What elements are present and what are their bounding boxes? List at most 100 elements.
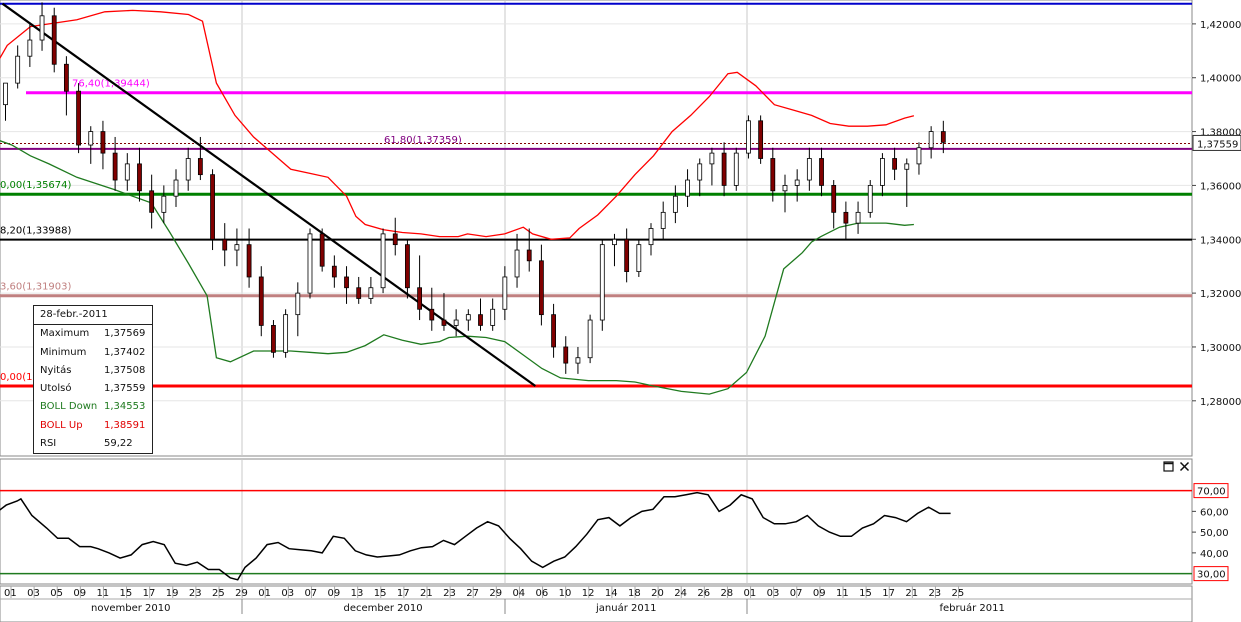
date-tick-label: 29 bbox=[235, 588, 248, 599]
candle-body bbox=[15, 55, 21, 84]
date-tick-label: 26 bbox=[697, 588, 710, 599]
fib-level-label: 61,80(1,37359) bbox=[384, 135, 462, 146]
month-label: február 2011 bbox=[940, 602, 1005, 614]
candle bbox=[685, 169, 690, 207]
candle bbox=[782, 174, 788, 213]
date-tick-label: 18 bbox=[628, 588, 641, 599]
candle bbox=[478, 298, 483, 331]
candle-body bbox=[441, 319, 447, 326]
candle bbox=[51, 7, 57, 73]
close-icon[interactable] bbox=[1179, 461, 1190, 472]
date-tick-label: 17 bbox=[397, 588, 410, 599]
candle-body bbox=[63, 63, 69, 92]
candle bbox=[15, 45, 21, 89]
candle-body bbox=[746, 120, 751, 154]
date-tick-label: 24 bbox=[674, 588, 687, 599]
maximize-icon[interactable] bbox=[1163, 461, 1174, 472]
candle-body bbox=[197, 158, 203, 176]
info-key: BOLL Down bbox=[40, 401, 98, 413]
candle bbox=[624, 228, 630, 283]
candle bbox=[709, 147, 715, 186]
candle-body bbox=[770, 158, 776, 192]
month-label: január 2011 bbox=[595, 602, 656, 614]
candle bbox=[672, 185, 678, 224]
candle-body bbox=[173, 179, 179, 197]
candle-body bbox=[307, 233, 313, 294]
bollinger-lower-line bbox=[0, 140, 914, 395]
month-label: november 2010 bbox=[91, 603, 171, 614]
candle-body bbox=[551, 314, 556, 348]
candle-body bbox=[758, 120, 764, 159]
date-tick-label: 04 bbox=[512, 588, 525, 599]
candle bbox=[746, 115, 751, 159]
trendline bbox=[1, 2, 537, 387]
fib-level-label: 8,20(1,33988) bbox=[0, 226, 72, 237]
date-tick-label: 15 bbox=[374, 588, 387, 599]
candle-body bbox=[880, 158, 885, 186]
date-tick-label: 12 bbox=[582, 588, 595, 599]
candle bbox=[806, 147, 812, 191]
date-axis-panel bbox=[0, 585, 1193, 622]
candle-body bbox=[149, 190, 155, 213]
candle bbox=[831, 180, 837, 229]
info-value: 1,34553 bbox=[104, 401, 146, 413]
date-tick-label: 29 bbox=[489, 588, 502, 599]
candle-body bbox=[538, 260, 544, 316]
candle-body bbox=[283, 314, 289, 353]
date-tick-label: 17 bbox=[143, 588, 156, 599]
candle-body bbox=[916, 147, 922, 165]
candle-body bbox=[612, 238, 617, 246]
info-key: BOLL Up bbox=[40, 419, 83, 431]
candle-body bbox=[575, 357, 581, 364]
price-tick-label: 1,36000 bbox=[1200, 181, 1241, 192]
candle bbox=[344, 266, 349, 304]
info-date: 28-febr.-2011 bbox=[34, 306, 152, 326]
candle-body bbox=[709, 152, 715, 165]
candle-body bbox=[806, 158, 812, 181]
candle bbox=[392, 217, 398, 256]
candle bbox=[222, 223, 228, 267]
candle-body bbox=[478, 314, 483, 326]
candle bbox=[490, 298, 496, 331]
candle-body bbox=[892, 158, 898, 170]
candle bbox=[599, 239, 605, 331]
candle-body bbox=[161, 195, 167, 213]
candle-body bbox=[344, 276, 349, 289]
candle bbox=[307, 228, 313, 299]
info-row: Maximum 1,37569 bbox=[34, 325, 152, 343]
candle bbox=[100, 120, 106, 170]
date-tick-label: 06 bbox=[536, 588, 549, 599]
candle bbox=[197, 136, 203, 181]
candle-body bbox=[51, 15, 57, 65]
candle bbox=[112, 136, 118, 191]
candle-body bbox=[210, 174, 215, 240]
candle-body bbox=[721, 152, 727, 186]
candle-body bbox=[185, 158, 191, 181]
candle-body bbox=[3, 82, 8, 106]
candle bbox=[246, 228, 252, 288]
info-row: BOLL Down 1,34553 bbox=[34, 398, 152, 416]
candle bbox=[295, 282, 301, 337]
candle bbox=[124, 153, 130, 191]
candle-body bbox=[331, 265, 337, 278]
candle-body bbox=[526, 249, 532, 262]
price-tick-label: 1,28000 bbox=[1200, 397, 1241, 408]
candle bbox=[502, 266, 508, 321]
bollinger-upper-line bbox=[0, 9, 915, 240]
candle-body bbox=[112, 152, 118, 181]
date-tick-label: 27 bbox=[466, 588, 479, 599]
info-key: Minimum bbox=[40, 346, 87, 358]
rsi-tick-label: 50,00 bbox=[1200, 528, 1229, 539]
candle bbox=[161, 185, 167, 224]
date-tick-label: 25 bbox=[952, 588, 965, 599]
info-row: RSI 59,22 bbox=[34, 435, 152, 453]
candle-body bbox=[660, 211, 666, 229]
candle-body bbox=[100, 131, 106, 154]
candle bbox=[855, 201, 861, 234]
candle bbox=[819, 147, 824, 197]
date-tick-label: 01 bbox=[4, 588, 17, 599]
candle bbox=[770, 147, 776, 202]
info-box: 28-febr.-2011 Maximum 1,37569 Minimum 1,374… bbox=[33, 305, 153, 455]
candle-body bbox=[429, 308, 435, 321]
month-label: december 2010 bbox=[344, 603, 423, 614]
